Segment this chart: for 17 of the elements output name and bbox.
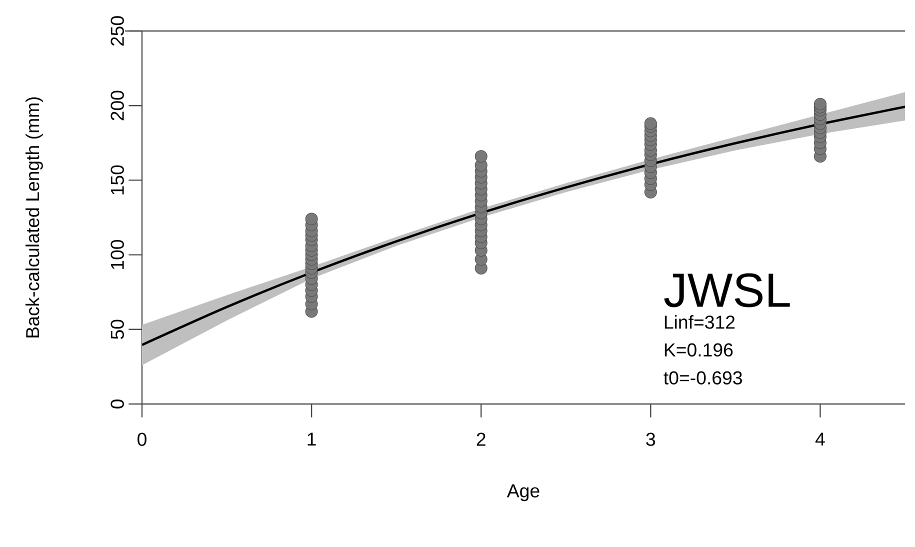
x-tick-label: 0	[138, 432, 146, 446]
annotation: JWSL	[664, 273, 790, 308]
y-tick-label: 50	[110, 320, 124, 340]
x-axis-title: Age	[506, 484, 540, 502]
x-tick-label: 2	[476, 432, 486, 446]
x-tick-label: 3	[646, 432, 656, 446]
y-axis-title: Back-calculated Length (mm)	[26, 97, 43, 338]
annotation: Linf=312	[664, 315, 735, 329]
y-tick-label: 100	[110, 240, 124, 269]
y-tick-label: 0	[110, 400, 124, 408]
x-tick-label: 4	[815, 432, 825, 446]
annotation: K=0.196	[664, 343, 733, 357]
y-tick-label: 250	[110, 16, 124, 46]
x-tick-label: 1	[308, 432, 316, 446]
annotation: t0=-0.693	[664, 371, 742, 385]
y-tick-label: 150	[110, 165, 124, 194]
y-tick-label: 200	[110, 90, 124, 120]
